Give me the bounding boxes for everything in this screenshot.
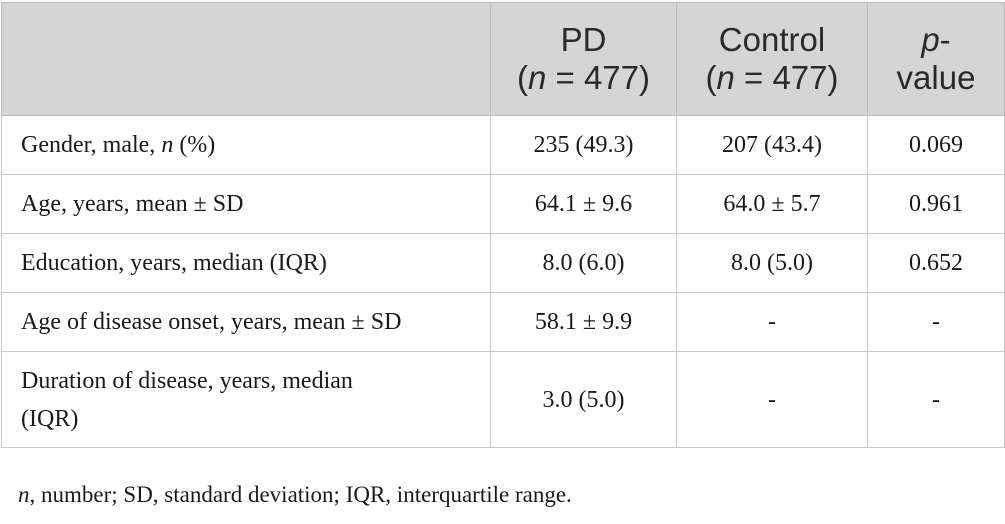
table-footnote: n, number; SD, standard deviation; IQR, …	[18, 482, 572, 508]
row-label-text: Education, years, median (IQR)	[21, 250, 327, 276]
cell-control: 64.0 ± 5.7	[676, 174, 868, 234]
cell-control: 207 (43.4)	[676, 115, 868, 175]
header-pd-n: n	[527, 59, 547, 96]
header-pd: PD (n = 477)	[490, 2, 677, 116]
cell-pd: 3.0 (5.0)	[490, 351, 677, 448]
table-row: Duration of disease, years, median (IQR) …	[1, 351, 1005, 448]
row-label-line1: Duration of disease, years, median	[21, 367, 353, 394]
table-row: Education, years, median (IQR) 8.0 (6.0)…	[1, 233, 1005, 293]
header-control-title: Control	[718, 21, 826, 58]
cell-control: -	[676, 351, 868, 448]
cell-pd: 64.1 ± 9.6	[490, 174, 677, 234]
row-label: Gender, male, n (%)	[1, 115, 491, 175]
footnote-italic: n	[18, 482, 30, 507]
cell-pd: 8.0 (6.0)	[490, 233, 677, 293]
cell-control: -	[676, 292, 868, 352]
row-label: Education, years, median (IQR)	[1, 233, 491, 293]
cell-p-value: 0.961	[867, 174, 1005, 234]
header-p-dash: -	[939, 21, 951, 58]
row-label-italic: n	[161, 132, 174, 158]
row-label-line2: (IQR)	[21, 405, 79, 432]
row-label: Age, years, mean ± SD	[1, 174, 491, 234]
row-label: Age of disease onset, years, mean ± SD	[1, 292, 491, 352]
table-container: PD (n = 477) Control (n = 477) p- value …	[1, 2, 1005, 448]
cell-pd: 235 (49.3)	[490, 115, 677, 175]
table-row: Gender, male, n (%) 235 (49.3) 207 (43.4…	[1, 115, 1005, 175]
cell-control: 8.0 (5.0)	[676, 233, 868, 293]
cell-p-value: -	[867, 351, 1005, 448]
header-row: PD (n = 477) Control (n = 477) p- value	[1, 2, 1005, 116]
header-control-paren: (	[705, 59, 717, 96]
cell-pd: 58.1 ± 9.9	[490, 292, 677, 352]
header-control-n: n	[716, 59, 735, 96]
cell-p-value: -	[867, 292, 1005, 352]
header-control: Control (n = 477)	[676, 2, 868, 116]
table-row: Age of disease onset, years, mean ± SD 5…	[1, 292, 1005, 352]
row-label-text: Age, years, mean ± SD	[21, 191, 244, 217]
cell-p-value: 0.652	[867, 233, 1005, 293]
table-row: Age, years, mean ± SD 64.1 ± 9.6 64.0 ± …	[1, 174, 1005, 234]
row-label-text: Gender, male,	[21, 132, 162, 158]
header-pd-paren: (	[516, 59, 528, 96]
cell-p-value: 0.069	[867, 115, 1005, 175]
row-label-text: Age of disease onset, years, mean ± SD	[21, 309, 402, 335]
header-control-count: = 477)	[734, 59, 839, 96]
header-pd-title: PD	[560, 21, 607, 58]
demographics-table: PD (n = 477) Control (n = 477) p- value …	[1, 2, 1005, 448]
row-label: Duration of disease, years, median (IQR)	[1, 351, 491, 448]
header-p-value-word: value	[896, 59, 976, 96]
row-label-suffix: (%)	[173, 132, 216, 158]
footnote-text: , number; SD, standard deviation; IQR, i…	[29, 482, 572, 507]
header-p-letter: p	[921, 21, 940, 58]
header-pd-count: = 477)	[546, 59, 651, 96]
header-p-value: p- value	[867, 2, 1005, 116]
header-empty-cell	[1, 2, 491, 116]
